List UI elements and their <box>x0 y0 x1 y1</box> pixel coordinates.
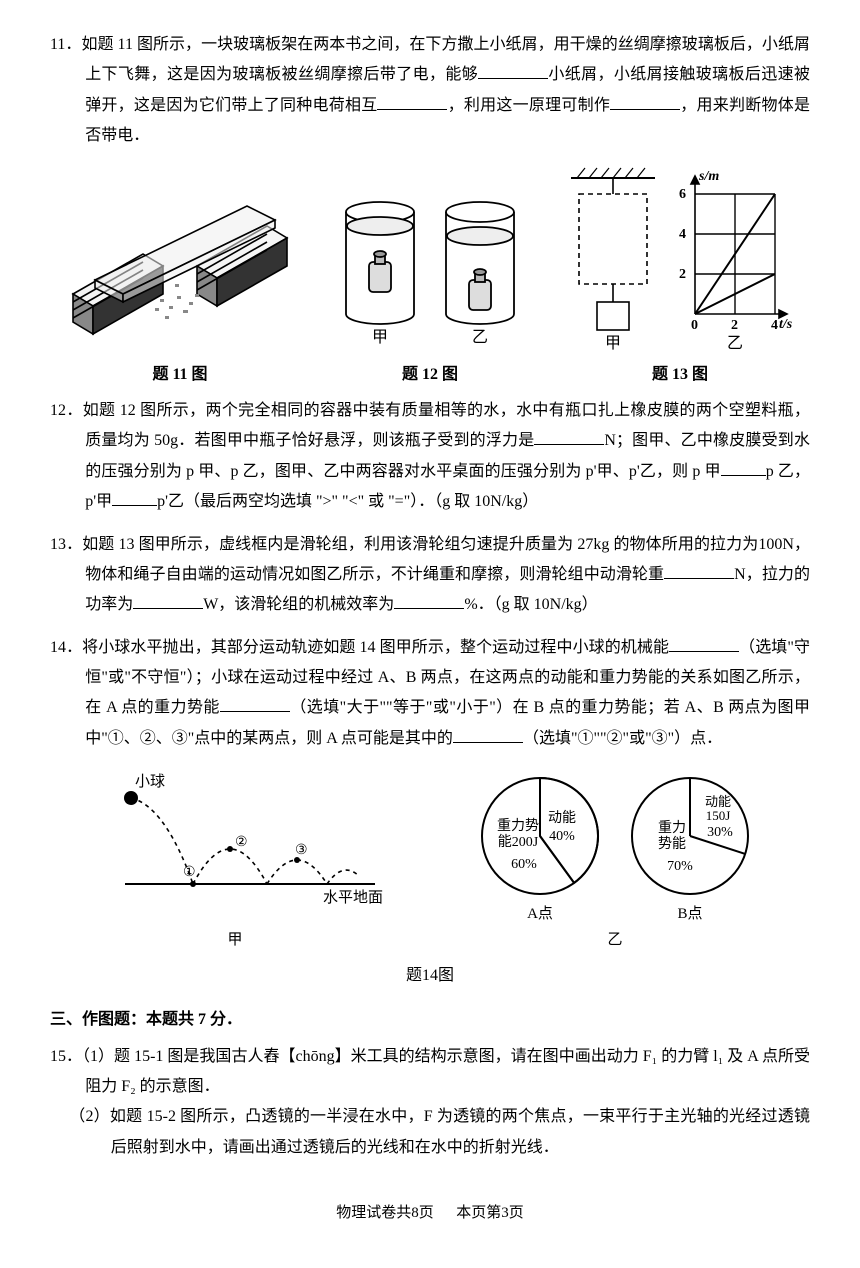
svg-text:重力: 重力 <box>658 820 686 836</box>
svg-text:40%: 40% <box>549 829 575 844</box>
q11-text: 11．如题 11 图所示，一块玻璃板架在两本书之间，在下方撒上小纸屑，用干燥的丝… <box>50 30 810 152</box>
blank <box>721 459 766 476</box>
svg-text:势能: 势能 <box>658 836 686 852</box>
svg-text:乙: 乙 <box>727 335 743 352</box>
fig14b-sub: 乙 <box>455 926 775 955</box>
question-15: 15．（1）题 15-1 图是我国古人舂【chōng】米工具的结构示意图，请在图… <box>50 1042 810 1164</box>
svg-text:2: 2 <box>679 267 686 282</box>
figure-14-right: 动能 40% 重力势 能200J 60% A点 动能 150J 30% 重力 势… <box>455 766 775 955</box>
blank <box>610 93 680 110</box>
svg-text:70%: 70% <box>667 859 693 874</box>
blank <box>133 592 203 609</box>
fig14a-sub: 甲 <box>85 926 385 955</box>
blank <box>220 695 290 712</box>
q14-text: 14．将小球水平抛出，其部分运动轨迹如题 14 图甲所示，整个运动过程中小球的机… <box>50 633 810 755</box>
ball-label: 小球 <box>135 773 165 790</box>
svg-text:乙: 乙 <box>472 329 488 346</box>
svg-text:t/s: t/s <box>779 317 793 332</box>
figure-12: 甲 乙 题 12 图 <box>325 184 535 390</box>
figure-11: 题 11 图 <box>65 184 295 390</box>
question-11: 11．如题 11 图所示，一块玻璃板架在两本书之间，在下方撒上小纸屑，用干燥的丝… <box>50 30 810 152</box>
figure-13: 甲 <box>565 164 795 390</box>
svg-text:4: 4 <box>679 227 686 242</box>
blank <box>112 489 157 506</box>
page-footer: 物理试卷共8页 本页第3页 <box>50 1199 810 1228</box>
blank <box>453 726 523 743</box>
svg-text:③: ③ <box>295 843 308 858</box>
fig11-caption: 题 11 图 <box>65 360 295 390</box>
fig12-svg: 甲 乙 <box>325 184 535 354</box>
svg-text:甲: 甲 <box>605 335 621 352</box>
blank <box>669 635 739 652</box>
svg-text:B点: B点 <box>677 905 702 922</box>
fig13-caption: 题 13 图 <box>565 360 795 390</box>
fig14b-svg: 动能 40% 重力势 能200J 60% A点 动能 150J 30% 重力 势… <box>455 766 775 926</box>
svg-text:0: 0 <box>691 318 698 333</box>
blank <box>478 62 548 79</box>
footer-left: 物理试卷共8页 <box>336 1205 434 1221</box>
svg-text:水平地面: 水平地面 <box>323 889 383 906</box>
fig11-svg <box>65 184 295 354</box>
svg-text:150J: 150J <box>706 808 731 823</box>
q15-num: 15． <box>50 1048 82 1065</box>
svg-text:2: 2 <box>731 318 738 333</box>
q15-part2: （2）如题 15-2 图所示，凸透镜的一半浸在水中，F 为透镜的两个焦点，一束平… <box>50 1102 810 1163</box>
figure-14-left: 小球 水平地面 ① ② ③ 甲 <box>85 766 385 955</box>
blank <box>534 428 604 445</box>
q15-part1: 15．（1）题 15-1 图是我国古人舂【chōng】米工具的结构示意图，请在图… <box>50 1042 810 1103</box>
svg-text:重力势: 重力势 <box>497 818 539 834</box>
question-12: 12．如题 12 图所示，两个完全相同的容器中装有质量相等的水，水中有瓶口扎上橡… <box>50 396 810 518</box>
figures-row-1: 题 11 图 甲 <box>50 164 810 390</box>
svg-text:动能: 动能 <box>705 794 731 809</box>
section-3-header: 三、作图题：本题共 7 分． <box>50 1005 810 1035</box>
fig14a-svg: 小球 水平地面 ① ② ③ <box>85 766 385 926</box>
svg-text:6: 6 <box>679 187 686 202</box>
svg-text:60%: 60% <box>511 857 537 872</box>
question-13: 13．如题 13 图甲所示，虚线框内是滑轮组，利用该滑轮组匀速提升质量为 27k… <box>50 530 810 621</box>
fig14-caption: 题14图 <box>50 961 810 991</box>
svg-text:A点: A点 <box>527 905 553 922</box>
q13-num: 13． <box>50 536 82 553</box>
svg-text:②: ② <box>235 835 248 850</box>
svg-text:s/m: s/m <box>698 169 719 184</box>
q14-num: 14． <box>50 639 82 656</box>
blank <box>377 93 447 110</box>
q11-num: 11． <box>50 36 81 53</box>
svg-text:4: 4 <box>771 318 778 333</box>
svg-text:甲: 甲 <box>372 329 388 346</box>
svg-text:30%: 30% <box>707 825 733 840</box>
q13-text: 13．如题 13 图甲所示，虚线框内是滑轮组，利用该滑轮组匀速提升质量为 27k… <box>50 530 810 621</box>
fig13-svg: 甲 <box>565 164 795 354</box>
blank <box>394 592 464 609</box>
fig12-caption: 题 12 图 <box>325 360 535 390</box>
blank <box>664 562 734 579</box>
svg-text:动能: 动能 <box>548 810 576 826</box>
figure-14-row: 小球 水平地面 ① ② ③ 甲 <box>50 766 810 955</box>
q12-text: 12．如题 12 图所示，两个完全相同的容器中装有质量相等的水，水中有瓶口扎上橡… <box>50 396 810 518</box>
question-14: 14．将小球水平抛出，其部分运动轨迹如题 14 图甲所示，整个运动过程中小球的机… <box>50 633 810 755</box>
footer-right: 本页第3页 <box>456 1205 524 1221</box>
svg-text:能200J: 能200J <box>498 834 539 850</box>
q12-num: 12． <box>50 402 83 419</box>
svg-text:①: ① <box>183 865 196 880</box>
